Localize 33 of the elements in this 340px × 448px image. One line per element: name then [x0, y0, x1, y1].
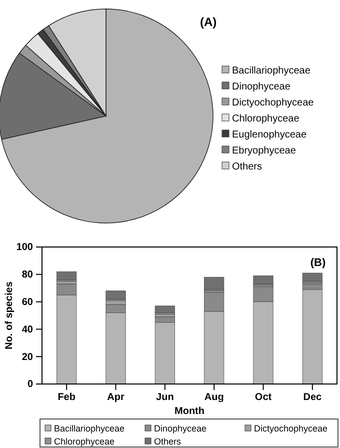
y-tick-label: 100 — [16, 242, 34, 254]
legend-label: Bacillariophyceae — [232, 66, 311, 76]
legend-label: Chlorophyceae — [232, 114, 300, 124]
legend-label: Chlorophyceae — [54, 436, 115, 446]
x-axis-title: Month — [174, 406, 204, 417]
x-tick-label: Apr — [107, 392, 124, 404]
legend-label: Dinophyceae — [154, 424, 207, 434]
y-tick-label: 40 — [22, 324, 34, 336]
legend-label: Euglenophyceae — [232, 130, 307, 140]
y-tick-label: 80 — [22, 270, 34, 281]
y-axis-title: No. of species — [4, 281, 15, 350]
y-tick-label: 0 — [27, 379, 34, 390]
text: (A) — [200, 15, 217, 29]
bar — [154, 306, 175, 313]
y-tick-label: 20 — [22, 352, 34, 363]
x-tick-label: Jun — [156, 392, 174, 404]
legend-label: Others — [154, 436, 182, 446]
x-tick-label: Feb — [58, 392, 76, 404]
bar — [56, 271, 77, 280]
x-tick-label: Oct — [254, 392, 272, 404]
legend-label: Dictyochophyceae — [254, 424, 328, 434]
y-tick-label: 60 — [22, 297, 34, 308]
bar — [204, 276, 224, 290]
bar — [302, 272, 322, 282]
legend-label: Ebryophyceae — [232, 146, 296, 156]
legend-label: Bacillariophyceae — [54, 424, 125, 434]
legend-label: Others — [232, 162, 262, 172]
x-tick-label: Dec — [303, 392, 322, 404]
legend-label: Dictyochophyceae — [232, 98, 314, 108]
legend-label: Dinophyceae — [232, 82, 291, 92]
bar — [253, 276, 274, 284]
text: (B) — [310, 257, 326, 269]
x-tick-label: Aug — [204, 392, 224, 404]
